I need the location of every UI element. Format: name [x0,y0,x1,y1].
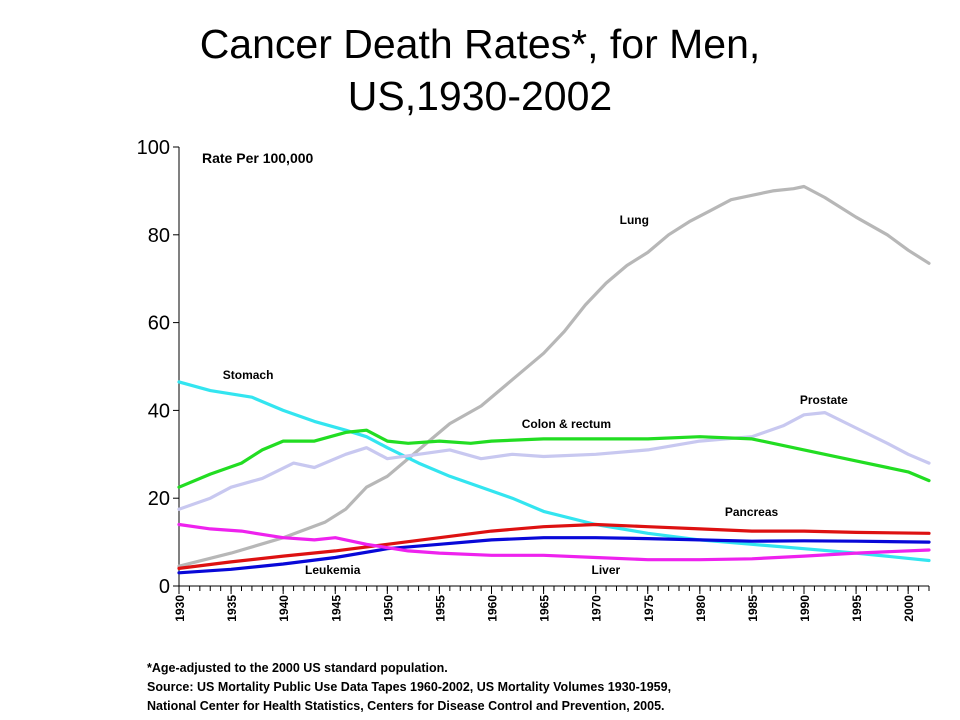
x-tick-label: 1980 [694,595,708,622]
chart-axes: 0 20 40 60 80 100 1930 1935 1940 1945 1950 1955 1960… [137,137,930,622]
y-tick-label: 40 [148,400,170,422]
x-tick-label: 1965 [538,595,552,622]
x-tick-label: 1975 [642,595,656,622]
x-tick-label: 1950 [381,595,395,622]
x-tick-label: 1990 [798,595,812,622]
series-line-pancreas [177,522,931,571]
x-tick-label: 1970 [590,595,604,622]
y-axis-label: Rate Per 100,000 [202,150,314,166]
x-tick-label: 1955 [433,595,447,622]
series-label-leukemia: Leukemia [305,563,361,577]
series-line-lung [177,184,931,568]
series-line-stomach [177,380,931,563]
x-tick-label: 1960 [486,595,500,622]
series-label-lung: Lung [620,213,649,227]
chart-title-line2: US,1930-2002 [347,73,613,119]
series-line-liver [177,522,931,562]
series-label-pancreas: Pancreas [725,505,779,519]
series-label-colon-rectum: Colon & rectum [522,417,611,431]
series-line-leukemia [177,536,931,575]
chart-title-line1: Cancer Death Rates*, for Men, [199,21,761,67]
series-label-liver: Liver [592,563,621,577]
x-tick-label: 1945 [329,595,343,622]
chart-title: Cancer Death Rates*, for Men, US,1930-20… [80,18,880,122]
line-chart: 0 20 40 60 80 100 1930 1935 1940 1945 1950 1955 1960… [137,137,931,622]
y-tick-label: 80 [148,225,170,247]
y-tick-label: 100 [137,137,170,159]
x-tick-label: 1985 [746,595,760,622]
y-tick-label: 20 [148,488,170,510]
y-tick-label: 60 [148,313,170,335]
series-label-prostate: Prostate [800,393,848,407]
x-tick-label: 1935 [225,595,239,622]
source-line-2: National Center for Health Statistics, C… [147,699,665,713]
source-line-1: Source: US Mortality Public Use Data Tap… [147,680,672,694]
x-tick-label: 1930 [173,595,187,622]
series-line-prostate [177,411,931,511]
footnotes: *Age-adjusted to the 2000 US standard po… [147,659,947,716]
chart-series-labels: Lung Stomach Prostate Colon & rectum Pancrea… [223,213,848,577]
y-tick-label: 0 [159,576,170,598]
chart-series [177,184,931,575]
series-line-colon-rectum [177,428,931,489]
x-tick-label: 1995 [850,595,864,622]
x-tick-label: 2000 [902,595,916,622]
x-tick-label: 1940 [277,595,291,622]
series-label-stomach: Stomach [223,368,274,382]
age-adjustment-note: *Age-adjusted to the 2000 US standard po… [147,661,448,675]
